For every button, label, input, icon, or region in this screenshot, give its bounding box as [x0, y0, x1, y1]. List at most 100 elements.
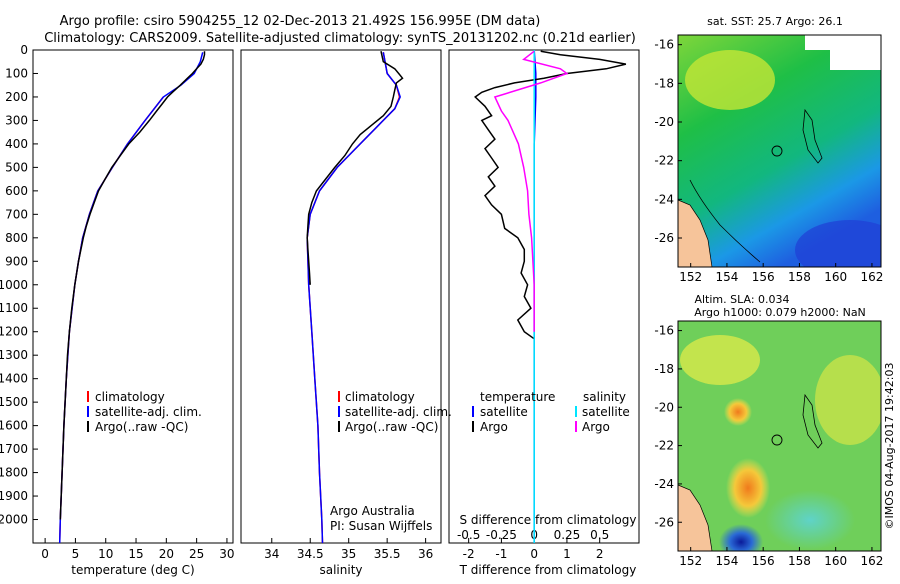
- x-tick-label: 35: [341, 547, 356, 561]
- sla-map-frame: [677, 320, 882, 552]
- map-x-tick-label: 158: [788, 554, 811, 568]
- salinity-xlabel: salinity: [319, 563, 362, 577]
- map-y-tick-label: -24: [654, 477, 674, 491]
- x-tick-label: 34: [264, 547, 279, 561]
- argo-location-marker: [771, 145, 783, 157]
- x-tick-label: -1: [495, 547, 507, 561]
- legend-swatch-satellite: [338, 406, 340, 417]
- depth-tick-label: 1700: [0, 442, 28, 456]
- series-line-climatology: [58, 96, 164, 544]
- legend-swatch-s-argo: [575, 421, 577, 432]
- sla-orange-patch: [726, 458, 770, 518]
- sla-map-title2: Argo h1000: 0.079 h2000: NaN: [694, 306, 866, 319]
- sst-warm-patch: [685, 50, 775, 110]
- depth-tick-label: 1000: [0, 278, 28, 292]
- depth-tick-label: 1200: [0, 325, 28, 339]
- sla-cyan-patch: [765, 490, 855, 550]
- x-tick-label: 35.5: [374, 547, 401, 561]
- map-x-tick-label: 158: [788, 270, 811, 284]
- sst-land: [678, 199, 713, 267]
- depth-tick-label: 1100: [0, 301, 28, 315]
- depth-tick-label: 2000: [0, 513, 28, 527]
- depth-tick-label: 1300: [0, 348, 28, 362]
- map-y-tick-label: -16: [654, 324, 674, 338]
- x-tick2-label: 0.25: [554, 528, 581, 542]
- sst-missing-data: [830, 35, 881, 70]
- header-title-line2: Climatology: CARS2009. Satellite-adjuste…: [44, 31, 636, 46]
- sst-map-axes: 152 154 156 158 160 162 -16 -18 -20 -22 -24 -26: [654, 38, 883, 284]
- map-y-tick-label: -20: [654, 400, 674, 414]
- sla-high-patch: [815, 355, 881, 445]
- depth-tick-label: 1900: [0, 489, 28, 503]
- salinity-plot-frame: [240, 49, 442, 544]
- sla-high-patch: [680, 335, 760, 385]
- legend-swatch-argo: [338, 421, 340, 432]
- map-y-tick-label: -22: [654, 439, 674, 453]
- series-line-argo-raw-qc-: [59, 51, 206, 520]
- sla-map-title1: Altim. SLA: 0.034: [694, 293, 789, 306]
- legend-label-t-argo: Argo: [480, 420, 508, 434]
- temperature-series: [58, 51, 206, 544]
- sst-isobath: [689, 179, 761, 263]
- map-x-tick-label: 152: [679, 554, 702, 568]
- series-line-satellite-adj-clim-: [58, 52, 204, 544]
- legend-swatch-argo: [87, 421, 89, 432]
- map-y-tick-label: -26: [654, 515, 674, 529]
- map-x-tick-label: 156: [752, 270, 775, 284]
- map-x-tick-label: 152: [679, 270, 702, 284]
- map-y-tick-label: -24: [654, 192, 674, 206]
- map-x-tick-label: 162: [860, 270, 883, 284]
- map-y-tick-label: -22: [654, 154, 674, 168]
- x-tick-label: 2: [596, 547, 604, 561]
- temperature-legend: climatology satellite-adj. clim. Argo(..…: [87, 390, 202, 434]
- depth-tick-label: 1600: [0, 419, 28, 433]
- institution-label: Argo Australia: [330, 504, 415, 518]
- temperature-x-axis: 0 5 10 15 20 25 30: [41, 538, 235, 561]
- salinity-legend: climatology satellite-adj. clim. Argo(..…: [338, 390, 452, 434]
- legend-label-argo: Argo(..raw -QC): [95, 420, 188, 434]
- x-tick-label: 10: [98, 547, 113, 561]
- pi-label: PI: Susan Wijffels: [330, 519, 432, 533]
- salinity-series: [306, 51, 404, 544]
- legend-label-t-satellite: satellite: [480, 405, 528, 419]
- depth-tick-label: 1800: [0, 466, 28, 480]
- legend-swatch-s-satellite: [575, 406, 577, 417]
- map-y-tick-label: -16: [654, 38, 674, 52]
- difference-xlabel2: S difference from climatology: [460, 513, 637, 527]
- map-x-tick-label: 162: [860, 554, 883, 568]
- depth-tick-label: 900: [5, 254, 28, 268]
- legend-swatch-climatology: [87, 391, 89, 402]
- temperature-plot-frame: [32, 49, 234, 544]
- legend-label-climatology: climatology: [345, 390, 415, 404]
- difference-legend: temperature satellite Argo salinity sate…: [472, 390, 630, 434]
- legend-label-s-argo: Argo: [582, 420, 610, 434]
- legend-swatch-satellite: [87, 406, 89, 417]
- sla-reef-outline: [802, 393, 823, 449]
- legend-label-satellite: satellite-adj. clim.: [95, 405, 202, 419]
- legend-label-temperature: temperature: [480, 390, 555, 404]
- depth-tick-label: 0: [20, 43, 28, 57]
- depth-axis: 0 100 200 300 400 500 600 700 800 900 1000 1100 1200…: [0, 43, 38, 527]
- x-tick-label: 1: [563, 547, 571, 561]
- depth-tick-label: 200: [5, 90, 28, 104]
- map-y-tick-label: -20: [654, 115, 674, 129]
- imos-credit: ©IMOS 04-Aug-2017 19:42:03: [883, 363, 896, 530]
- sla-map-axes: 152 154 156 158 160 162 -16 -18 -20 -22 -24 -26: [654, 324, 883, 568]
- depth-tick-label: 600: [5, 184, 28, 198]
- x-tick-label: 30: [219, 547, 234, 561]
- depth-tick-label: 800: [5, 231, 28, 245]
- series-line-argo-raw-qc-: [306, 51, 404, 285]
- map-x-tick-label: 154: [715, 270, 738, 284]
- legend-swatch-t-argo: [472, 421, 474, 432]
- x-tick-label: 5: [72, 547, 80, 561]
- depth-tick-label: 400: [5, 137, 28, 151]
- legend-label-salinity: salinity: [583, 390, 626, 404]
- sst-map: [678, 35, 881, 267]
- x-tick-label: 25: [189, 547, 204, 561]
- difference-xlabel: T difference from climatology: [459, 563, 637, 577]
- sla-land: [678, 484, 713, 551]
- map-x-tick-label: 154: [715, 554, 738, 568]
- sst-map-title: sat. SST: 25.7 Argo: 26.1: [707, 15, 843, 28]
- series-line-s-argo: [493, 50, 569, 332]
